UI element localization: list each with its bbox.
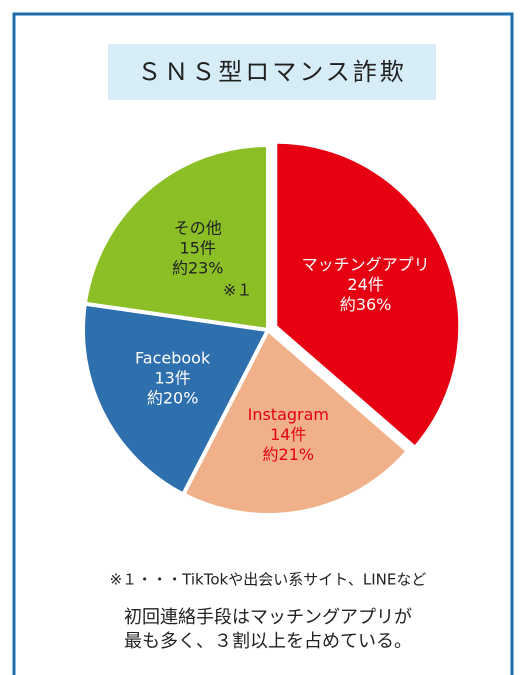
- summary: 初回連絡手段はマッチングアプリが: [124, 607, 412, 628]
- slice-label: Instagram: [248, 405, 329, 424]
- pie-slice: [180, 326, 411, 517]
- slice-count: 15件: [180, 238, 216, 257]
- frame: [12, 12, 514, 675]
- slice-label: Facebook: [135, 349, 211, 368]
- slice-share: 約20%: [147, 389, 199, 408]
- slice-label: その他: [174, 218, 222, 237]
- slice-label: マッチングアプリ: [302, 255, 430, 274]
- pie-slice: [81, 301, 272, 498]
- footnote: ※１・・・TikTokや出会い系サイト、LINEなど: [110, 571, 427, 589]
- slice-count: 24件: [347, 275, 383, 294]
- slice-marker: ※１: [223, 280, 252, 299]
- slice-count: 14件: [270, 425, 306, 444]
- slice-count: 13件: [154, 369, 190, 388]
- chart-title: ＳＮＳ型ロマンス詐欺: [137, 58, 407, 86]
- slice-share: 約21%: [263, 445, 315, 464]
- title-box: [108, 44, 436, 100]
- pie-slice: [82, 142, 270, 333]
- slice-share: 約36%: [340, 295, 392, 314]
- summary: 最も多く、３割以上を占めている。: [124, 631, 412, 652]
- pie-slice: [273, 139, 463, 451]
- slice-share: 約23%: [172, 258, 224, 277]
